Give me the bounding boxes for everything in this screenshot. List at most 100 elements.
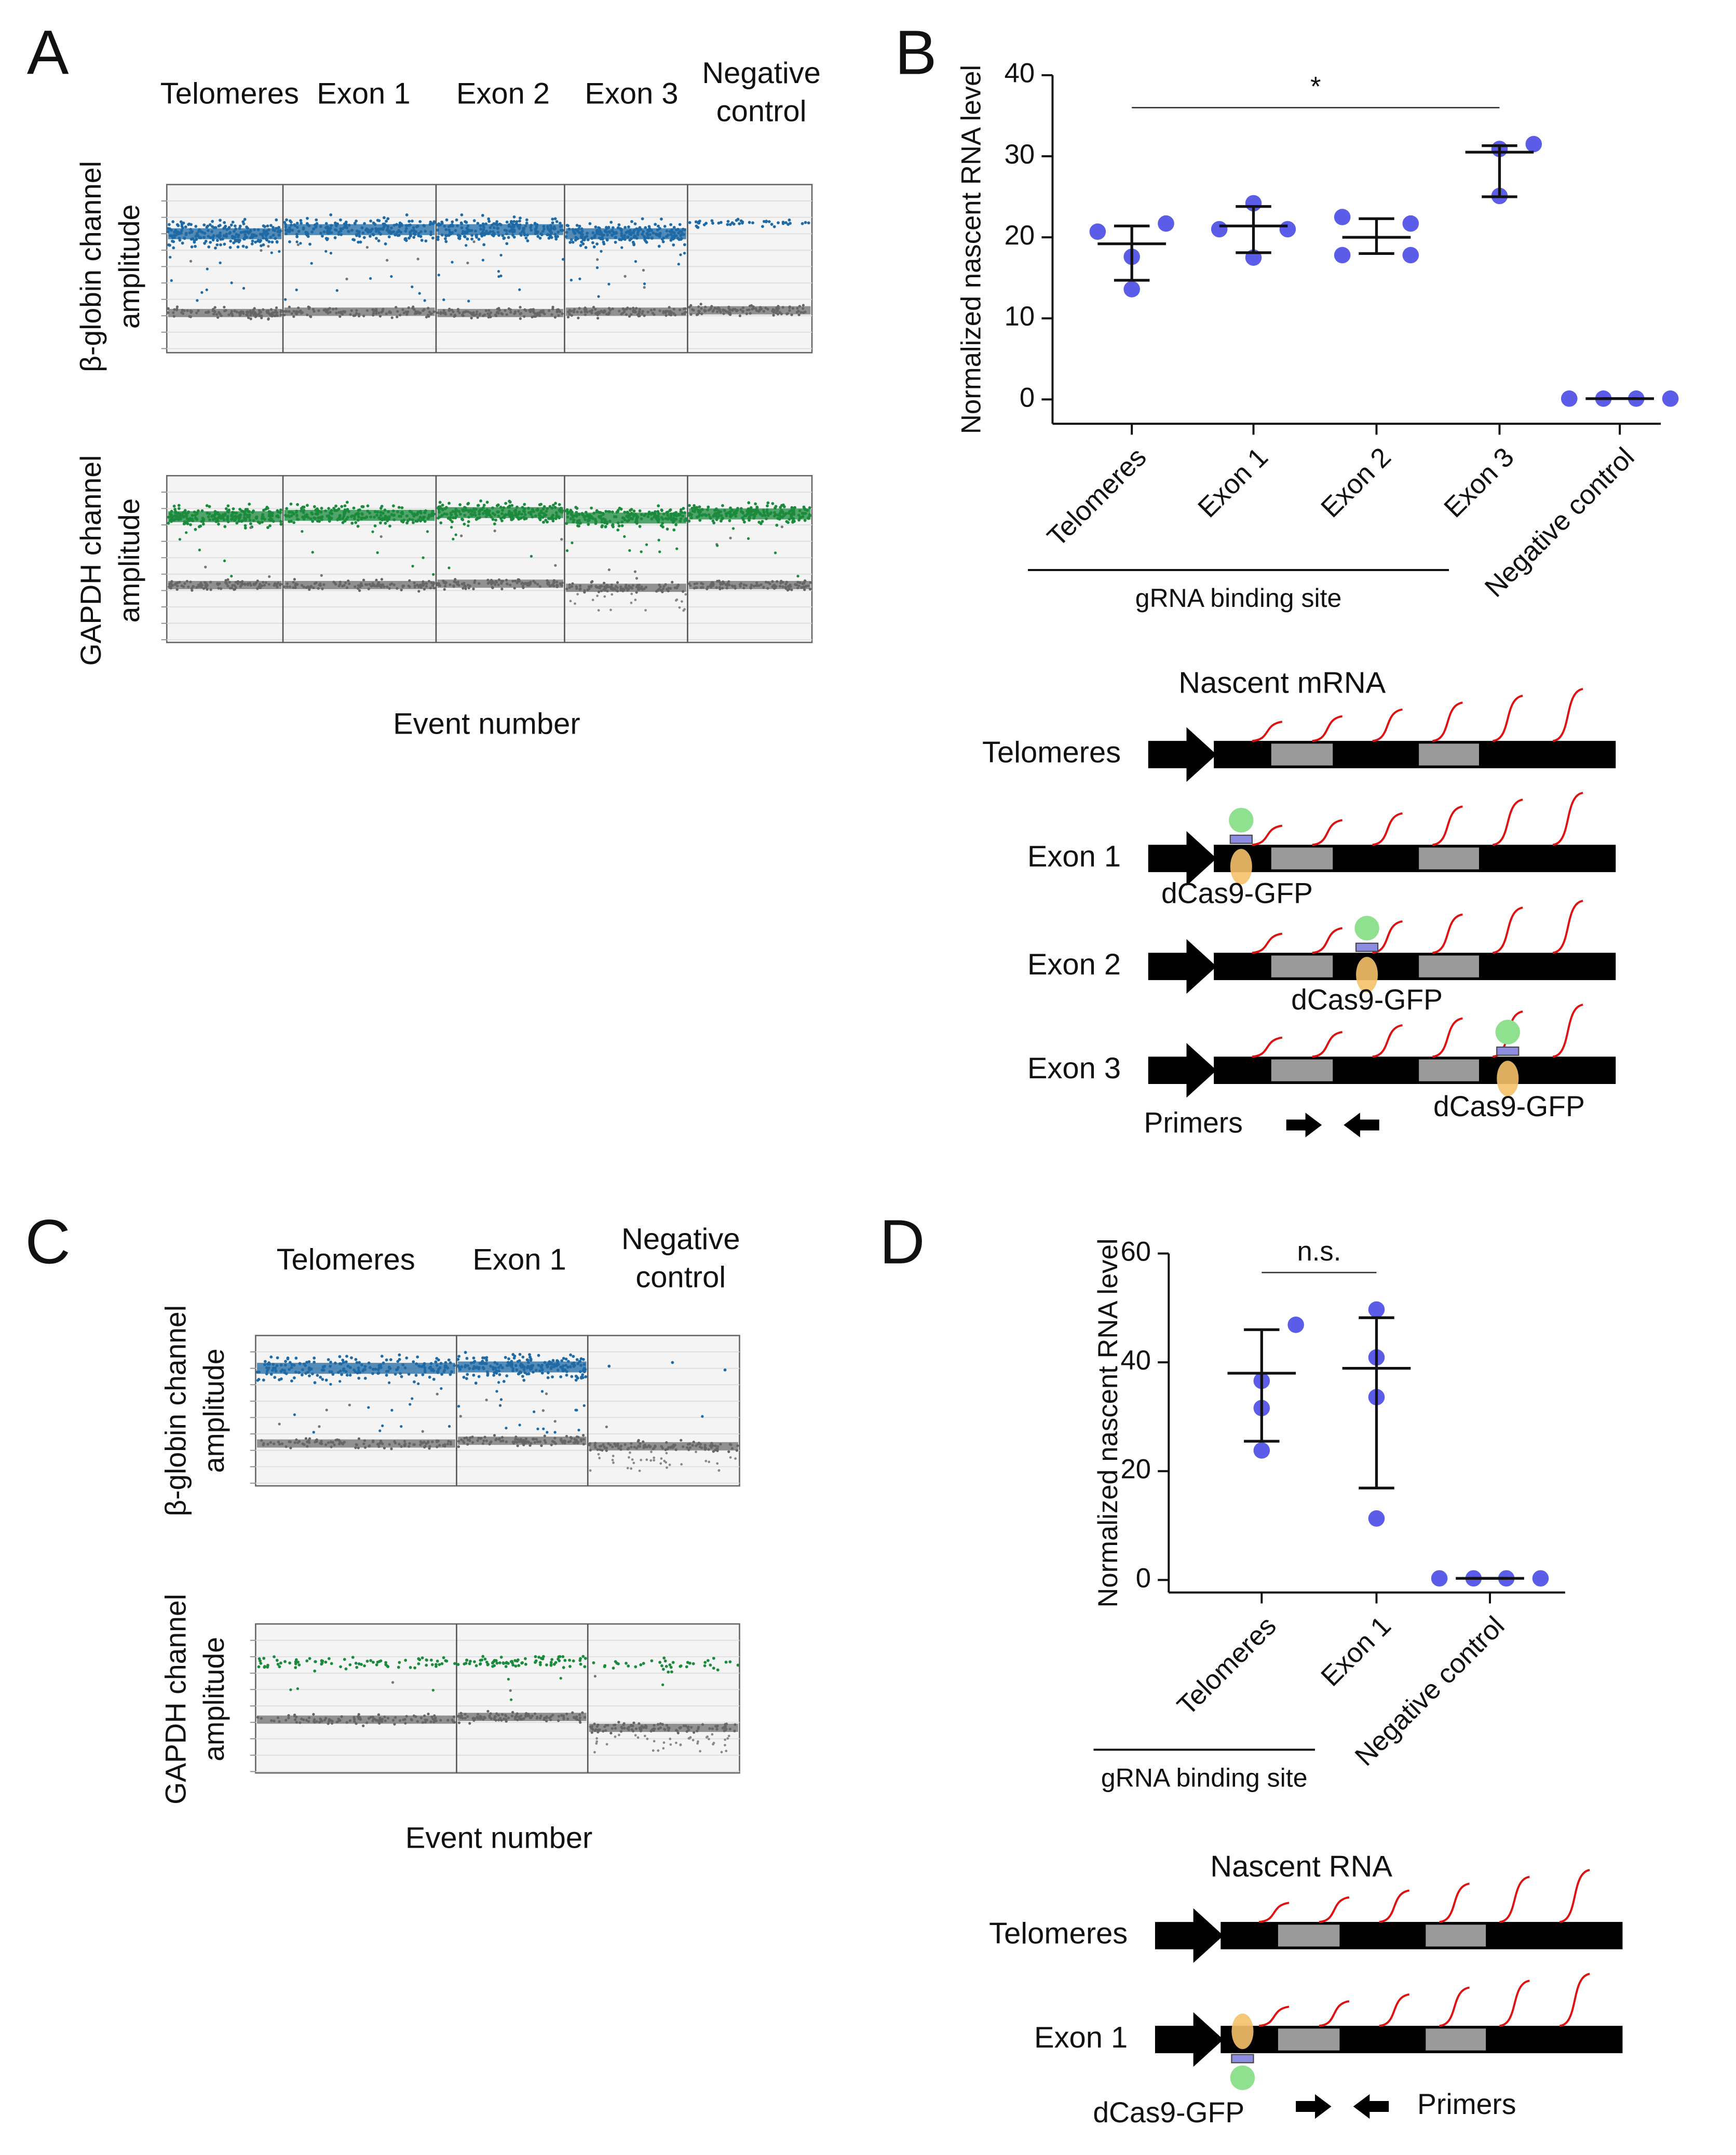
negative-droplet <box>800 586 803 589</box>
positive-droplet <box>456 1364 460 1367</box>
outlier-droplet <box>400 1425 403 1428</box>
positive-droplet <box>417 232 421 235</box>
positive-droplet <box>320 1368 324 1372</box>
positive-droplet <box>432 512 436 516</box>
negative-droplet <box>273 1442 276 1445</box>
positive-droplet <box>781 221 785 224</box>
negative-droplet <box>548 585 551 588</box>
plot-background <box>255 1335 740 1487</box>
negative-droplet <box>576 310 579 314</box>
negative-droplet <box>562 1714 565 1717</box>
positive-droplet <box>341 521 345 524</box>
positive-droplet <box>672 226 676 229</box>
positive-droplet <box>245 513 249 517</box>
negative-droplet <box>711 1727 714 1730</box>
positive-droplet <box>494 1659 498 1662</box>
positive-droplet <box>445 512 449 516</box>
positive-droplet <box>539 503 542 506</box>
negative-droplet <box>365 1721 369 1724</box>
positive-droplet <box>588 222 592 225</box>
negative-droplet <box>568 583 571 586</box>
negative-droplet <box>511 1711 514 1714</box>
positive-droplet <box>385 1358 388 1362</box>
positive-droplet <box>269 1355 273 1359</box>
positive-droplet <box>666 513 669 517</box>
outlier-droplet <box>325 1408 328 1412</box>
positive-droplet <box>290 1366 293 1370</box>
positive-droplet <box>579 1364 582 1367</box>
negative-droplet <box>630 601 633 604</box>
negative-droplet <box>684 307 687 310</box>
positive-droplet <box>167 227 170 231</box>
negative-droplet <box>317 587 320 590</box>
negative-droplet <box>638 308 642 311</box>
positive-droplet <box>601 511 605 515</box>
negative-droplet <box>661 590 664 593</box>
outlier-droplet <box>296 243 300 247</box>
positive-droplet <box>480 234 484 238</box>
negative-droplet <box>636 584 639 587</box>
negative-droplet <box>798 305 801 308</box>
positive-droplet <box>217 516 221 519</box>
negative-droplet <box>659 585 662 588</box>
positive-droplet <box>450 223 454 226</box>
negative-droplet <box>369 1715 372 1719</box>
negative-droplet <box>262 1443 265 1446</box>
positive-droplet <box>530 228 533 232</box>
negative-droplet <box>742 587 745 590</box>
positive-droplet <box>729 506 732 510</box>
positive-droplet <box>313 1357 316 1360</box>
positive-droplet <box>242 516 246 520</box>
negative-droplet <box>742 583 745 587</box>
negative-droplet <box>463 1436 466 1440</box>
negative-droplet <box>371 582 374 585</box>
positive-droplet <box>329 213 333 216</box>
negative-droplet <box>731 309 734 312</box>
negative-droplet <box>430 581 433 585</box>
positive-droplet <box>228 231 232 235</box>
positive-droplet <box>807 221 810 225</box>
negative-droplet <box>604 587 607 591</box>
positive-droplet <box>404 229 408 233</box>
positive-droplet <box>479 224 482 227</box>
negative-droplet <box>809 588 812 591</box>
negative-droplet <box>552 580 555 583</box>
outlier-droplet <box>481 259 484 262</box>
positive-droplet <box>368 511 372 515</box>
positive-droplet <box>427 513 431 517</box>
positive-droplet <box>613 232 616 236</box>
negative-droplet <box>519 317 522 320</box>
negative-droplet <box>505 1720 508 1723</box>
nascent-rna <box>1319 2000 1350 2027</box>
positive-droplet <box>241 220 245 224</box>
negative-droplet <box>574 1440 577 1443</box>
negative-droplet <box>260 314 263 317</box>
negative-droplet <box>496 307 499 310</box>
positive-droplet <box>753 513 756 517</box>
positive-droplet <box>223 525 227 528</box>
outlier-droplet <box>467 300 470 303</box>
positive-droplet <box>189 237 193 241</box>
positive-droplet <box>607 1364 611 1368</box>
positive-droplet <box>335 509 339 512</box>
panel-letter: C <box>25 1206 70 1277</box>
positive-droplet <box>396 510 399 513</box>
positive-droplet <box>363 1368 367 1372</box>
negative-droplet <box>231 584 234 587</box>
negative-droplet <box>689 304 693 307</box>
negative-droplet <box>295 1720 299 1724</box>
positive-droplet <box>419 230 423 234</box>
positive-droplet <box>383 517 386 520</box>
positive-droplet <box>313 1361 316 1364</box>
data-point <box>1158 215 1174 232</box>
positive-droplet <box>611 234 614 237</box>
negative-droplet <box>604 1729 607 1732</box>
positive-droplet <box>391 509 395 513</box>
positive-droplet <box>682 507 685 510</box>
positive-droplet <box>540 1363 544 1367</box>
positive-droplet <box>214 520 218 523</box>
positive-droplet <box>540 1371 544 1375</box>
negative-droplet <box>252 310 255 313</box>
positive-droplet <box>291 228 294 232</box>
outlier-droplet <box>530 554 533 558</box>
